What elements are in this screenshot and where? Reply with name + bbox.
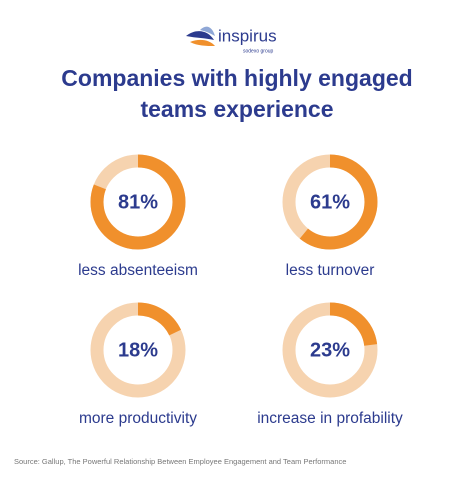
title: Companies with highly engaged — [61, 65, 412, 91]
donut-chart: 61% less turnover — [282, 154, 378, 279]
value-label: 18% — [118, 339, 158, 361]
value-label: 23% — [310, 339, 350, 361]
logo-icon — [186, 31, 214, 40]
logo-name: inspirus — [218, 26, 277, 45]
donut-label: more productivity — [79, 410, 197, 427]
title: teams experience — [140, 96, 333, 122]
logo: inspirus sodexo group — [186, 26, 277, 54]
value-label: 61% — [310, 191, 350, 213]
value-label: 81% — [118, 191, 158, 213]
donut-chart: 23% increase in profability — [257, 302, 403, 427]
source: Source: Gallup, The Powerful Relationshi… — [14, 457, 346, 466]
donut-arc — [282, 154, 378, 250]
logo-icon — [190, 39, 215, 46]
donut-chart: 18% more productivity — [79, 302, 197, 427]
donut-label: less absenteeism — [78, 262, 198, 279]
donut-chart: 81% less absenteeism — [78, 154, 198, 279]
donut-arc — [90, 154, 186, 250]
donut-label: increase in profability — [257, 410, 403, 427]
logo-icon — [200, 26, 215, 36]
logo-tagline: sodexo group — [243, 48, 274, 54]
donut-arc — [282, 302, 378, 398]
donut-label: less turnover — [286, 262, 375, 279]
donut-arc — [90, 302, 186, 398]
